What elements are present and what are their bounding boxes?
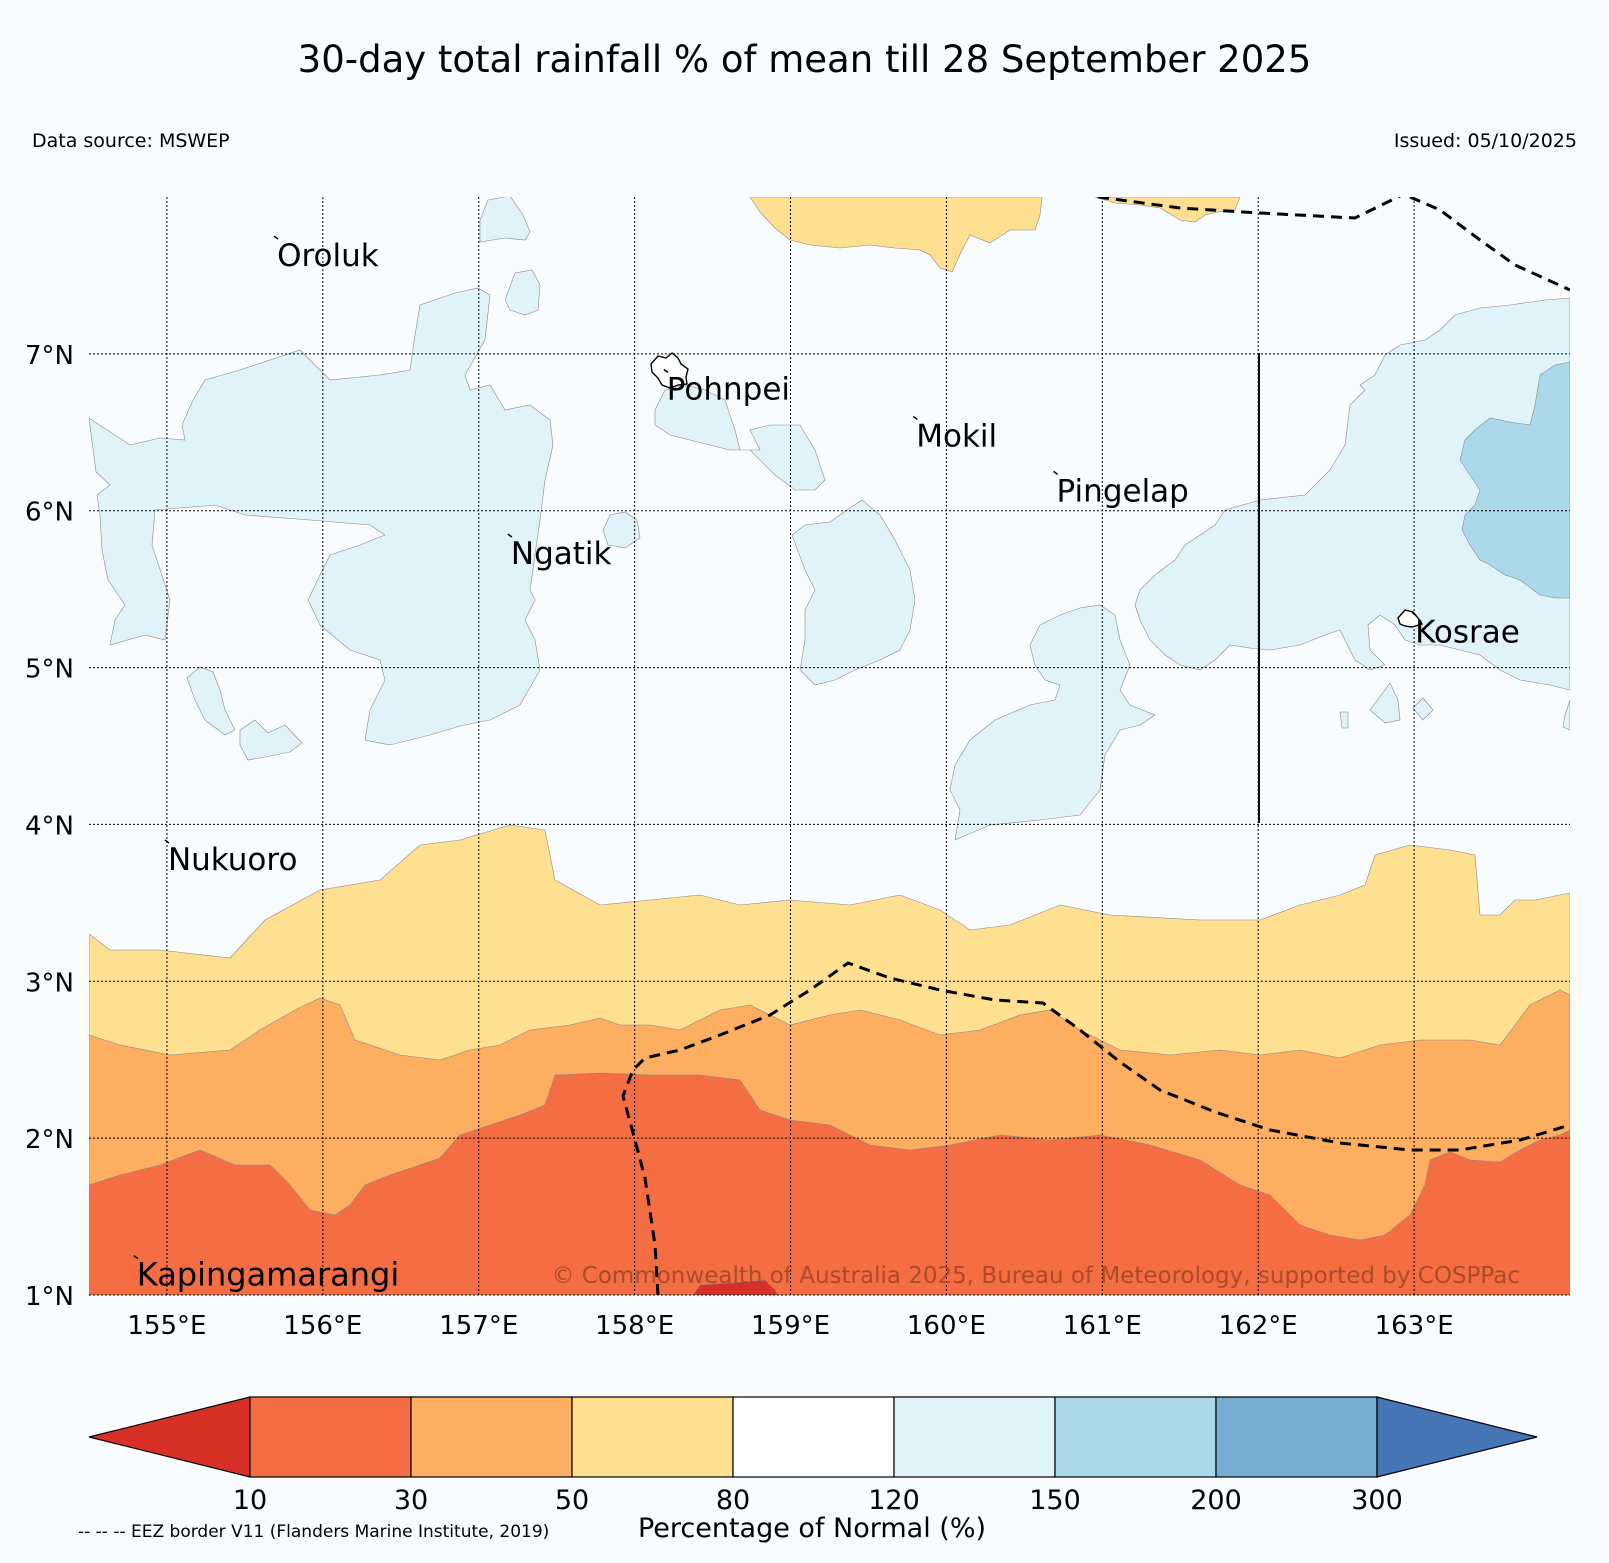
wet-region-east-islet-4 bbox=[1562, 699, 1570, 731]
eez-note: -- -- -- EEZ border V11 (Flanders Marine… bbox=[78, 1522, 550, 1542]
colorbar-segment bbox=[732, 1396, 895, 1478]
place-marker bbox=[1053, 470, 1058, 475]
colorbar-tick-label: 120 bbox=[868, 1485, 920, 1516]
colorbar-segment bbox=[893, 1396, 1056, 1478]
wet-region-south-2 bbox=[239, 719, 303, 761]
dry-region-north-east bbox=[1094, 197, 1241, 223]
lon-tick-label: 161°E bbox=[1063, 1311, 1142, 1341]
colorbar-segment bbox=[249, 1396, 412, 1478]
lat-tick-label: 3°N bbox=[25, 968, 74, 998]
place-label: Pohnpei bbox=[667, 371, 790, 407]
axis-ticks: 155°E 156°E 157°E 158°E 159°E 160°E 161°E 162°E… bbox=[25, 341, 1454, 1341]
colorbar-extend-low bbox=[88, 1396, 251, 1478]
lon-tick-label: 159°E bbox=[751, 1311, 830, 1341]
band-below-10 bbox=[692, 1279, 779, 1295]
lon-tick-label: 158°E bbox=[595, 1311, 674, 1341]
place-label: Kosrae bbox=[1415, 615, 1520, 651]
place-label: Pingelap bbox=[1057, 473, 1189, 509]
lat-tick-label: 2°N bbox=[25, 1125, 74, 1155]
lon-tick-label: 157°E bbox=[439, 1311, 518, 1341]
issued-date: Issued: 05/10/2025 bbox=[1393, 130, 1577, 152]
colorbar-segment bbox=[571, 1396, 734, 1478]
place-marker bbox=[273, 235, 279, 240]
place-marker bbox=[507, 533, 513, 538]
wet-region-ngatik bbox=[602, 511, 641, 549]
wet-region-pohnpei bbox=[654, 384, 826, 491]
lat-tick-label: 4°N bbox=[25, 811, 74, 841]
wet-region-north-west bbox=[479, 197, 531, 243]
colorbar-segment bbox=[1215, 1396, 1378, 1478]
place-label: Mokil bbox=[916, 418, 997, 454]
band-30-10 bbox=[89, 1072, 1570, 1295]
eez-border-south bbox=[621, 961, 1570, 1295]
colorbar-tick-label: 200 bbox=[1190, 1485, 1242, 1516]
colorbar-tick-label: 150 bbox=[1029, 1485, 1081, 1516]
place-label: Ngatik bbox=[511, 536, 612, 572]
place-labels: Oroluk Pohnpei Mokil Pingelap Ngatik Kosrae Nu… bbox=[133, 235, 1520, 1294]
place-marker bbox=[133, 1255, 139, 1260]
eez-borders bbox=[621, 197, 1570, 1295]
wet-region-center bbox=[791, 499, 916, 686]
lat-tick-label: 6°N bbox=[25, 498, 74, 528]
lat-tick-label: 7°N bbox=[25, 341, 74, 371]
colorbar-segment bbox=[1054, 1396, 1217, 1478]
colorbar-tick-label: 30 bbox=[394, 1485, 428, 1516]
wet-region-mokil-south bbox=[949, 604, 1156, 841]
colorbar: 10 30 50 80 120 150 200 300 bbox=[88, 1396, 1538, 1516]
copyright-notice: © Commonwealth of Australia 2025, Bureau… bbox=[551, 1263, 1520, 1289]
dry-region-north bbox=[749, 197, 1043, 273]
place-label: Nukuoro bbox=[168, 842, 297, 878]
colorbar-title: Percentage of Normal (%) bbox=[638, 1513, 986, 1544]
data-source: Data source: MSWEP bbox=[32, 130, 230, 152]
wet-region-east-islet-3 bbox=[1339, 711, 1349, 729]
eez-border-north bbox=[1097, 197, 1570, 292]
lat-tick-label: 1°N bbox=[25, 1282, 74, 1312]
place-marker bbox=[663, 368, 669, 373]
wet-region-west bbox=[89, 287, 554, 746]
colorbar-tick-label: 50 bbox=[555, 1485, 589, 1516]
place-marker bbox=[1411, 611, 1417, 617]
wet-region-east-islet-1 bbox=[1369, 682, 1401, 724]
wet-region-islet bbox=[504, 269, 541, 316]
wet-region-south-1 bbox=[186, 666, 236, 736]
lat-tick-label: 5°N bbox=[25, 655, 74, 685]
map-gridlines bbox=[89, 197, 1570, 1296]
place-marker bbox=[912, 415, 918, 421]
wet-region-east bbox=[1134, 297, 1570, 691]
lon-tick-label: 163°E bbox=[1375, 1311, 1454, 1341]
place-label: Oroluk bbox=[277, 238, 379, 274]
lon-tick-label: 160°E bbox=[907, 1311, 986, 1341]
colorbar-tick-label: 300 bbox=[1351, 1485, 1403, 1516]
lon-tick-label: 162°E bbox=[1219, 1311, 1298, 1341]
lon-tick-label: 155°E bbox=[127, 1311, 206, 1341]
pohnpei-island-outline bbox=[650, 352, 689, 389]
place-marker bbox=[164, 839, 170, 844]
kosrae-island-outline bbox=[1397, 609, 1424, 628]
colorbar-tick-label: 80 bbox=[716, 1485, 750, 1516]
page-title: 30-day total rainfall % of mean till 28 … bbox=[297, 38, 1312, 81]
rainfall-layers bbox=[89, 197, 1570, 1295]
colorbar-segment bbox=[410, 1396, 573, 1478]
wet-region-east-islet-2 bbox=[1412, 697, 1434, 721]
lon-tick-label: 156°E bbox=[283, 1311, 362, 1341]
colorbar-tick-label: 10 bbox=[233, 1485, 267, 1516]
place-label: Kapingamarangi bbox=[137, 1256, 399, 1294]
colorbar-extend-high bbox=[1376, 1396, 1538, 1478]
very-wet-region-east bbox=[1459, 361, 1570, 599]
